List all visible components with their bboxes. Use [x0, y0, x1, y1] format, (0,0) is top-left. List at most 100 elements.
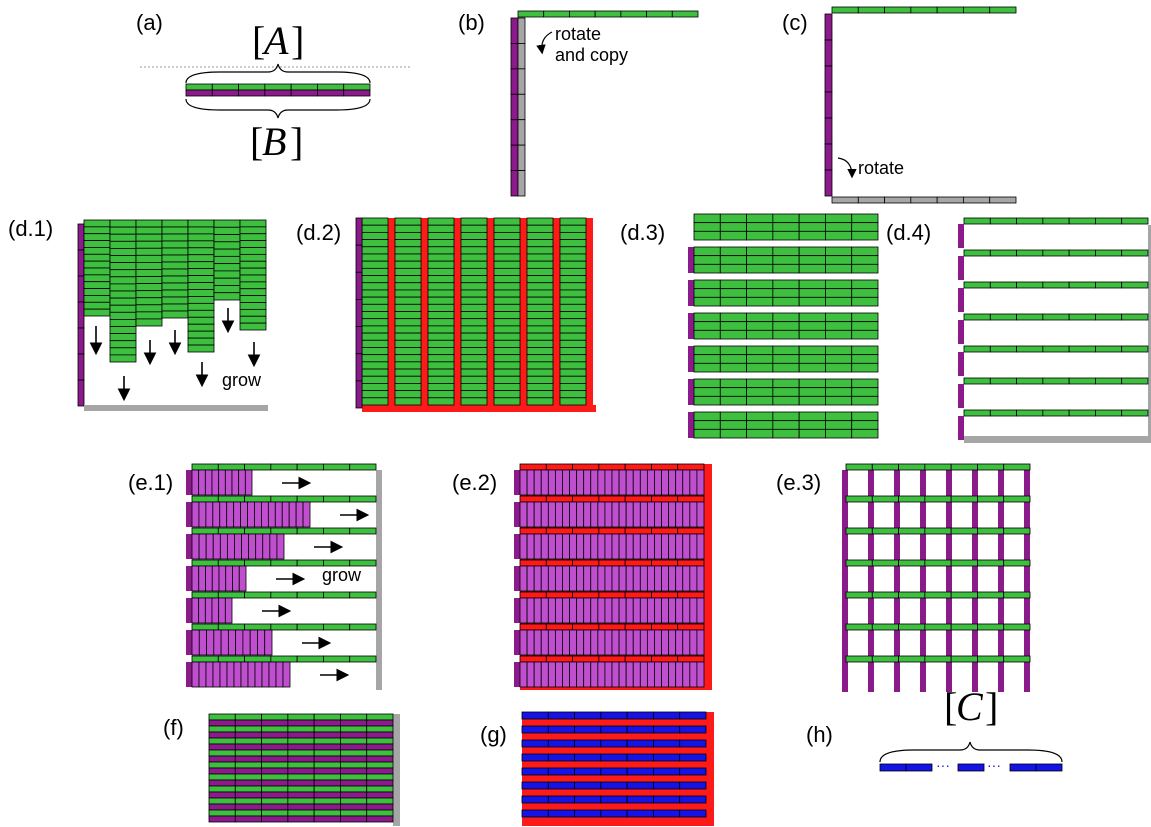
filled-column-segment	[559, 375, 587, 384]
green-row-strip	[1121, 217, 1149, 225]
tile-a-segment	[211, 83, 239, 91]
green-row-strip	[1068, 313, 1096, 321]
green-row-strip	[924, 623, 952, 631]
green-row-segment	[798, 279, 826, 290]
green-row-segment	[772, 296, 800, 307]
tile-b-segment	[313, 779, 341, 787]
growing-purple-segment	[219, 661, 228, 688]
tile-a-segment	[261, 713, 289, 721]
tile-a-segment	[989, 6, 1017, 14]
filled-column-segment	[526, 224, 554, 233]
green-row-segment	[851, 354, 879, 364]
panel-a-label: (a)	[136, 10, 163, 35]
filled-purple-segment	[611, 469, 620, 496]
green-row-segment	[772, 387, 800, 397]
green-row-strip	[871, 655, 899, 663]
green-row-segment	[825, 255, 853, 265]
tile-c-segment	[957, 763, 985, 772]
filled-column-segment	[427, 282, 455, 291]
growing-column-segment	[109, 240, 137, 249]
green-row-segment	[772, 329, 800, 340]
filled-column-segment	[427, 390, 455, 399]
filled-column-segment	[460, 260, 488, 269]
tile-a-segment	[287, 713, 315, 721]
growing-column-segment	[239, 308, 267, 317]
growing-column-segment	[161, 254, 189, 263]
green-row-strip	[989, 281, 1017, 289]
purple-row-segment	[688, 280, 694, 306]
filled-column-segment	[559, 282, 587, 291]
growing-column-segment	[135, 318, 163, 327]
filled-purple-segment	[618, 501, 627, 528]
tile-c-segment	[521, 739, 549, 748]
green-row-segment	[772, 288, 800, 298]
filled-column-segment	[361, 375, 389, 384]
tile-b-segment	[340, 791, 368, 799]
red-gap-strip	[421, 218, 428, 405]
copied-tile-segment	[517, 43, 526, 70]
filled-purple-segment	[597, 661, 606, 688]
green-row-strip	[950, 591, 978, 599]
filled-column-segment	[559, 339, 587, 348]
panel-h-label: (h)	[806, 722, 833, 747]
tile-a-segment	[340, 785, 368, 793]
filled-purple-segment	[646, 565, 655, 592]
filled-column-segment	[493, 303, 521, 312]
filled-purple-segment	[533, 533, 542, 560]
tile-a-segment	[261, 737, 289, 745]
green-row-segment	[693, 387, 721, 397]
panel-a: (a) [ A ] [ B ]	[136, 10, 412, 164]
green-row-strip	[1042, 281, 1070, 289]
filled-purple-segment	[547, 597, 556, 624]
growing-column-segment	[213, 226, 241, 235]
purple-row-marker	[186, 598, 192, 623]
filled-purple-segment	[654, 597, 662, 624]
panel-d1-shapes	[77, 219, 268, 411]
tile-b-segment	[340, 767, 368, 775]
growing-column-segment	[83, 240, 111, 248]
green-row-segment	[746, 222, 774, 232]
purple-row-marker	[514, 630, 520, 655]
green-row-strip	[217, 623, 245, 631]
tile-b-segment	[261, 779, 289, 787]
growing-column-segment	[239, 267, 267, 276]
green-row-strip	[845, 623, 873, 631]
green-row-strip	[924, 527, 952, 535]
growing-column-segment	[135, 290, 163, 299]
filled-purple-segment	[661, 661, 670, 688]
tile-c-segment	[679, 781, 707, 790]
filled-column-segment	[460, 303, 488, 312]
filled-purple-segment	[604, 629, 613, 656]
tile-a-segment	[261, 773, 289, 781]
filled-column-segment	[493, 239, 521, 248]
red-row-strip	[598, 559, 626, 567]
growing-purple-segment	[295, 501, 304, 528]
growing-purple-segment	[198, 565, 206, 592]
filled-column-segment	[493, 361, 521, 370]
filled-column-segment	[526, 275, 554, 284]
green-row-segment	[825, 362, 853, 373]
green-row-strip	[898, 559, 926, 567]
tile-a-segment	[234, 761, 262, 769]
red-row-strip	[572, 527, 600, 535]
purple-row-marker	[186, 662, 192, 687]
green-row-segment	[772, 362, 800, 373]
green-row-strip	[270, 527, 298, 535]
green-row-strip	[217, 463, 245, 471]
tile-a-segment	[366, 737, 394, 745]
growing-purple-segment	[205, 533, 214, 560]
tile-c-segment	[626, 781, 654, 790]
tile-a-segment	[234, 785, 262, 793]
filled-column-segment	[460, 253, 488, 262]
filled-column-segment	[394, 383, 422, 392]
filled-purple-segment	[661, 629, 670, 656]
green-row-segment	[746, 288, 774, 298]
filled-purple-segment	[661, 501, 670, 528]
green-row-strip	[950, 623, 978, 631]
panel-h-math-label: [ C ]	[944, 684, 998, 729]
tile-c-segment	[547, 725, 575, 734]
purple-column	[868, 470, 874, 692]
filled-column-segment	[460, 311, 488, 320]
green-row-segment	[746, 263, 774, 274]
green-row-segment	[719, 263, 747, 274]
